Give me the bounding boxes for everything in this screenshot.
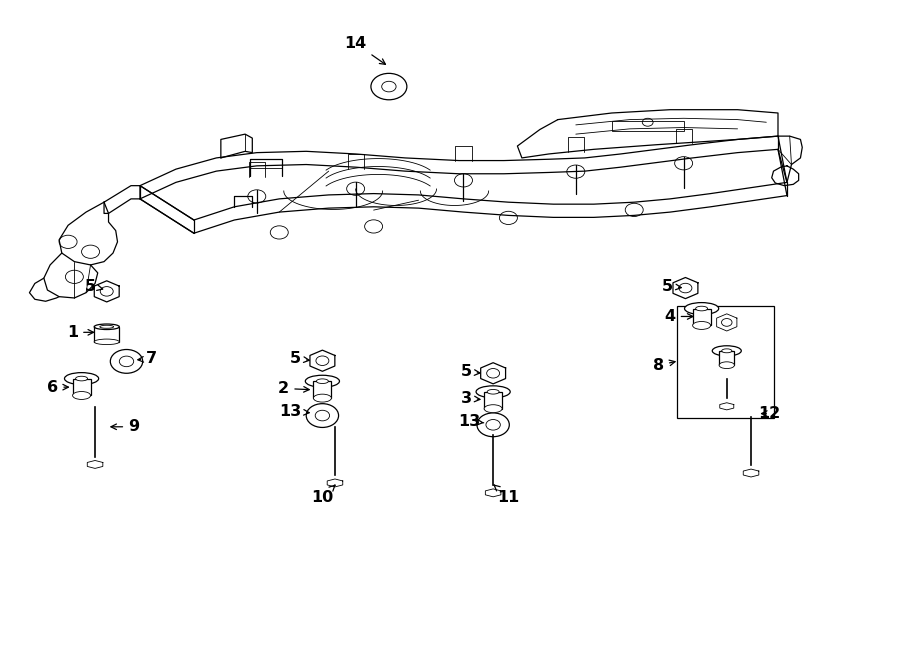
Circle shape (371, 73, 407, 100)
Ellipse shape (696, 307, 707, 311)
Polygon shape (87, 461, 103, 469)
Text: 13: 13 (459, 414, 483, 429)
Circle shape (120, 356, 134, 367)
Text: 3: 3 (461, 391, 480, 406)
Text: 5: 5 (662, 279, 681, 293)
Bar (693, 308, 711, 326)
Ellipse shape (65, 373, 99, 385)
Circle shape (111, 350, 143, 373)
Circle shape (722, 318, 732, 326)
Ellipse shape (94, 339, 120, 345)
Polygon shape (310, 350, 335, 371)
Text: 1: 1 (67, 325, 94, 340)
Circle shape (315, 410, 329, 421)
Polygon shape (94, 281, 119, 302)
Text: 5: 5 (290, 352, 310, 366)
Ellipse shape (719, 362, 734, 369)
Bar (484, 392, 502, 408)
Polygon shape (481, 363, 506, 384)
Ellipse shape (73, 391, 91, 399)
Bar (612, 121, 684, 132)
Text: 10: 10 (311, 485, 335, 505)
Polygon shape (673, 277, 698, 299)
Ellipse shape (693, 322, 711, 330)
Text: 5: 5 (85, 279, 103, 293)
Circle shape (679, 283, 692, 293)
Ellipse shape (476, 386, 510, 398)
Text: 12: 12 (758, 406, 780, 421)
Ellipse shape (722, 349, 732, 353)
Text: 14: 14 (345, 36, 385, 64)
Bar (73, 379, 91, 395)
Bar (94, 327, 120, 342)
Text: 2: 2 (278, 381, 310, 396)
Circle shape (487, 369, 500, 378)
Text: 6: 6 (48, 379, 68, 395)
Ellipse shape (487, 389, 500, 394)
Text: 13: 13 (279, 404, 310, 419)
Bar (719, 351, 734, 365)
Ellipse shape (313, 394, 331, 402)
Ellipse shape (76, 376, 87, 381)
Ellipse shape (712, 346, 742, 356)
Ellipse shape (317, 379, 328, 383)
Bar (313, 381, 331, 398)
Polygon shape (720, 402, 733, 410)
Ellipse shape (305, 375, 339, 387)
Text: 7: 7 (138, 352, 157, 366)
Polygon shape (328, 479, 343, 487)
Ellipse shape (94, 324, 120, 330)
Ellipse shape (685, 303, 719, 314)
Polygon shape (716, 314, 737, 331)
Text: 8: 8 (652, 358, 675, 373)
Bar (678, 306, 774, 418)
Circle shape (382, 81, 396, 92)
Ellipse shape (100, 325, 113, 328)
Circle shape (477, 413, 509, 437)
Circle shape (486, 420, 500, 430)
Circle shape (100, 287, 113, 296)
Circle shape (306, 404, 338, 428)
Polygon shape (485, 489, 501, 496)
Polygon shape (743, 469, 759, 477)
Text: 11: 11 (494, 485, 519, 505)
Text: 9: 9 (111, 419, 140, 434)
Text: 4: 4 (664, 309, 693, 324)
Ellipse shape (484, 404, 502, 412)
Circle shape (316, 356, 328, 365)
Text: 5: 5 (461, 365, 480, 379)
